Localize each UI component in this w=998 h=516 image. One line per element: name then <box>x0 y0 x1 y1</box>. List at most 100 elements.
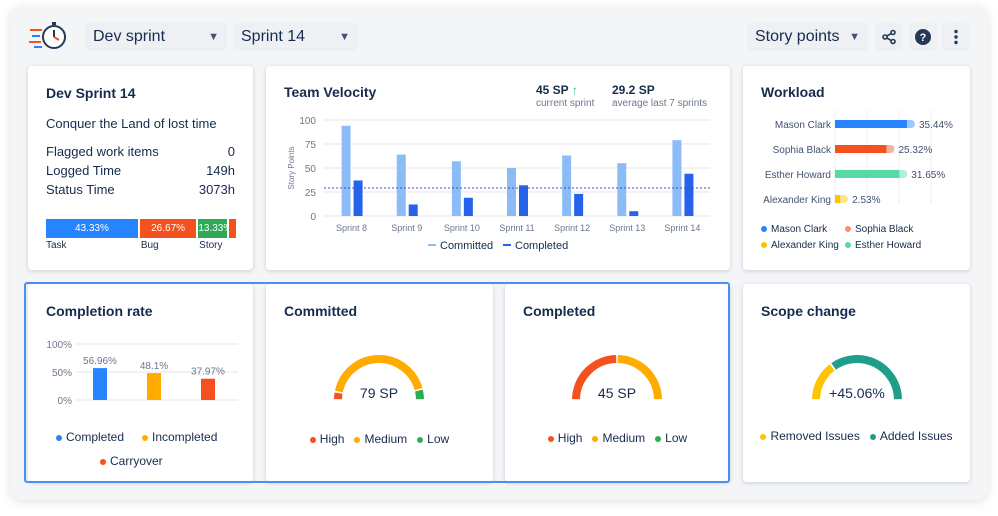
share-button[interactable] <box>875 23 903 51</box>
bar-committed[interactable] <box>672 140 682 216</box>
completed-title: Completed <box>523 303 596 319</box>
completion-value: 48.1% <box>140 361 168 372</box>
bar-completed[interactable] <box>684 173 694 216</box>
breakdown-segment: 43.33% <box>46 219 138 238</box>
bar-committed[interactable] <box>562 155 572 216</box>
gauge-segment[interactable] <box>334 355 423 393</box>
average-value: 29.2 SP <box>612 83 655 97</box>
x-tick-label: Sprint 9 <box>391 223 422 233</box>
stat-label: Flagged work items <box>46 144 159 159</box>
sprint-title: Dev Sprint 14 <box>46 85 136 101</box>
completion-rate-card: Completion rate 0% 50% 100% 56.96% 48.1% 37.9… <box>28 284 253 482</box>
sprint-select[interactable]: Sprint 14 ▼ <box>233 23 358 51</box>
bar-committed[interactable] <box>451 161 461 216</box>
scope-gauge <box>812 355 902 400</box>
stat-value: 3073h <box>198 182 235 197</box>
sprint-summary-card: Dev Sprint 14 Conquer the Land of lost t… <box>28 66 253 270</box>
bar-committed[interactable] <box>507 168 516 216</box>
workload-bar[interactable] <box>835 145 887 153</box>
metric-select-value: Story points <box>755 28 840 45</box>
metric-select[interactable]: Story points ▼ <box>747 23 868 51</box>
chevron-down-icon: ▼ <box>339 31 350 43</box>
legend-item: Mason Clark <box>761 224 827 235</box>
workload-bar[interactable] <box>835 120 907 128</box>
workload-card: Workload Mason Clark 35.44% Sophia Black 25… <box>743 66 970 270</box>
legend-item: Esther Howard <box>845 240 921 251</box>
breakdown-label: Task <box>46 240 67 251</box>
sprint-goal: Conquer the Land of lost time <box>46 116 217 131</box>
completion-title: Completion rate <box>46 303 153 319</box>
gauge-segment[interactable] <box>831 355 902 400</box>
bar-committed[interactable] <box>341 125 351 216</box>
current-sprint-sp: 45 SP <box>536 83 569 97</box>
completion-chart: 0% 50% 100% 56.96% 48.1% 37.97% <box>46 340 238 407</box>
committed-card: Committed 79 SP High Medium Low <box>266 284 493 482</box>
bar-completed[interactable] <box>574 193 584 216</box>
person-label: Mason Clark <box>775 120 832 131</box>
bar-completed[interactable] <box>353 180 363 216</box>
breakdown-segment <box>228 219 236 238</box>
legend-item: Removed Issues <box>760 429 860 443</box>
completed-card: Completed 45 SP High Medium Low <box>505 284 730 482</box>
stat-row: Status Time 3073h <box>46 182 235 197</box>
y-tick-label: 100% <box>46 340 72 351</box>
y-tick-label: 0% <box>58 396 73 407</box>
top-bar: Dev sprint ▼ Sprint 14 ▼ Story points ▼ … <box>0 0 998 60</box>
completion-value: 56.96% <box>83 356 117 367</box>
workload-title: Workload <box>761 84 825 100</box>
y-tick-label: 25 <box>305 188 317 199</box>
person-label: Alexander King <box>763 195 831 206</box>
committed-legend: High Medium Low <box>266 432 493 446</box>
legend-item: Completed <box>56 430 124 444</box>
workload-legend: Mason Clark Sophia Black Alexander King Est… <box>761 224 961 258</box>
legend-item: Incompleted <box>142 430 217 444</box>
scope-legend: Removed Issues Added Issues <box>743 429 970 443</box>
completed-gauge <box>572 355 662 400</box>
legend-item: Added Issues <box>869 429 953 443</box>
more-vertical-icon <box>954 29 958 45</box>
stat-row: Flagged work items 0 <box>46 144 235 159</box>
gauge-segment[interactable] <box>617 355 662 400</box>
completion-legend: Completed Incompleted Carryover <box>28 430 253 474</box>
bar-completed[interactable] <box>408 204 418 216</box>
issue-type-breakdown-bar: 43.33%26.67%13.33% <box>46 219 236 238</box>
velocity-title: Team Velocity <box>284 84 377 100</box>
workload-bar[interactable] <box>835 195 841 203</box>
gauge-segment[interactable] <box>414 389 424 400</box>
more-options-button[interactable] <box>942 23 970 51</box>
bar-committed[interactable] <box>396 154 406 216</box>
stat-value: 0 <box>227 144 235 159</box>
completion-bar[interactable] <box>93 368 107 400</box>
board-select[interactable]: Dev sprint ▼ <box>85 23 227 51</box>
completion-value: 37.97% <box>191 367 225 378</box>
gauge-segment[interactable] <box>812 364 835 400</box>
workload-value: 25.32% <box>898 145 932 156</box>
legend-item: Medium <box>592 431 645 445</box>
gauge-segment[interactable] <box>334 392 343 400</box>
workload-value: 35.44% <box>919 120 953 131</box>
stopwatch-logo-icon <box>29 22 66 49</box>
bar-completed[interactable] <box>519 185 528 216</box>
scope-title: Scope change <box>761 303 856 319</box>
workload-bar[interactable] <box>835 170 900 178</box>
bar-committed[interactable] <box>617 163 627 216</box>
current-sprint-label: current sprint <box>536 98 595 109</box>
completion-bar[interactable] <box>201 378 215 400</box>
legend-item: Carryover <box>100 454 163 468</box>
chevron-down-icon: ▼ <box>849 31 860 43</box>
help-icon: ? <box>915 29 931 45</box>
completion-bar[interactable] <box>147 373 161 400</box>
x-tick-label: Sprint 14 <box>664 223 700 233</box>
legend-item: Low <box>655 431 687 445</box>
committed-gauge <box>334 355 424 400</box>
stat-label: Logged Time <box>46 163 122 178</box>
legend-item: Alexander King <box>761 240 839 251</box>
legend-item: High <box>309 432 344 446</box>
help-button[interactable]: ? <box>909 23 937 51</box>
bar-completed[interactable] <box>629 211 639 216</box>
x-tick-label: Sprint 8 <box>336 223 367 233</box>
bar-completed[interactable] <box>463 197 473 216</box>
chevron-down-icon: ▼ <box>208 31 219 43</box>
gauge-segment[interactable] <box>572 355 617 400</box>
completed-value: 45 SP <box>597 385 637 401</box>
